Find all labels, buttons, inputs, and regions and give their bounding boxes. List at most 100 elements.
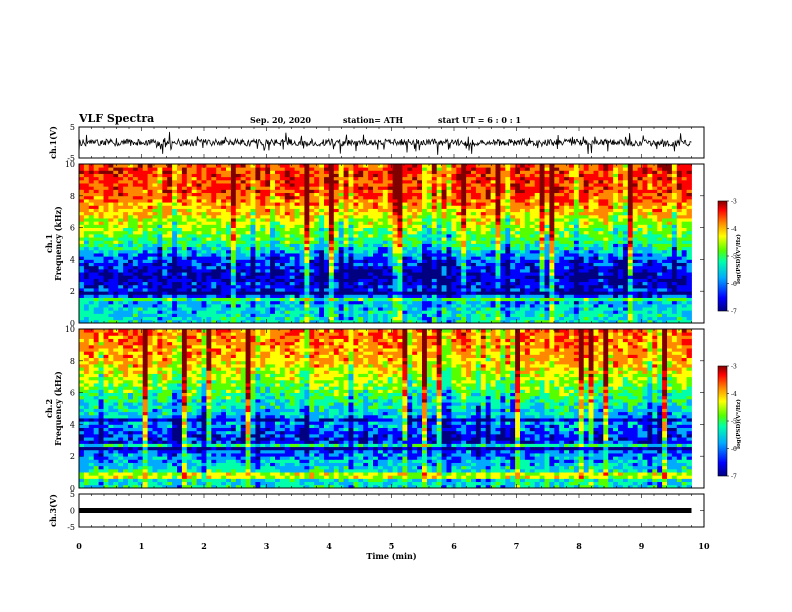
- heatmap-cell: [598, 307, 604, 311]
- heatmap-cell: [480, 221, 487, 225]
- heatmap-cell: [622, 205, 629, 209]
- heatmap-cell: [392, 272, 398, 276]
- heatmap-cell: [284, 202, 291, 206]
- heatmap-cell: [240, 227, 246, 232]
- heatmap-cell: [608, 303, 614, 308]
- heatmap-cell: [211, 230, 217, 235]
- heatmap-cell: [226, 214, 232, 219]
- heatmap-cell: [319, 198, 325, 203]
- heatmap-cell: [480, 319, 487, 324]
- heatmap-cell: [103, 265, 109, 270]
- heatmap-cell: [132, 294, 139, 298]
- heatmap-cell: [294, 313, 300, 318]
- heatmap-cell: [422, 307, 428, 311]
- heatmap-cell: [422, 297, 428, 302]
- heatmap-cell: [676, 246, 683, 251]
- heatmap-cell: [284, 227, 291, 232]
- heatmap-cell: [529, 218, 536, 222]
- heatmap-cell: [377, 294, 384, 298]
- heatmap-cell: [123, 202, 129, 206]
- heatmap-cell: [686, 214, 692, 219]
- heatmap-cell: [583, 265, 589, 270]
- heatmap-cell: [466, 214, 472, 219]
- heatmap-cell: [559, 230, 565, 235]
- heatmap-cell: [328, 230, 335, 235]
- heatmap-cell: [137, 288, 144, 292]
- heatmap-cell: [255, 288, 261, 292]
- heatmap-cell: [368, 316, 374, 321]
- heatmap-cell: [618, 319, 624, 324]
- heatmap-cell: [123, 262, 129, 267]
- heatmap-cell: [324, 294, 330, 298]
- heatmap-cell: [113, 313, 119, 318]
- heatmap-cell: [569, 291, 575, 295]
- heatmap-cell: [613, 211, 619, 216]
- heatmap-cell: [451, 208, 457, 213]
- heatmap-cell: [191, 272, 197, 276]
- heatmap-cell: [123, 281, 129, 286]
- heatmap-cell: [284, 253, 291, 257]
- heatmap-cell: [245, 281, 251, 286]
- heatmap-cell: [603, 319, 609, 324]
- heatmap-cell: [83, 275, 90, 279]
- heatmap-cell: [358, 195, 364, 200]
- heatmap-cell: [554, 233, 560, 238]
- heatmap-cell: [338, 256, 344, 260]
- heatmap-cell: [333, 319, 340, 324]
- heatmap-cell: [108, 310, 114, 314]
- heatmap-cell: [235, 256, 242, 260]
- heatmap-cell: [578, 246, 585, 251]
- heatmap-cell: [294, 243, 300, 248]
- heatmap-cell: [275, 272, 281, 276]
- heatmap-cell: [201, 243, 207, 248]
- heatmap-cell: [652, 288, 658, 292]
- heatmap-cell: [338, 313, 344, 318]
- heatmap-cell: [456, 259, 462, 263]
- heatmap-cell: [191, 303, 197, 308]
- heatmap-cell: [632, 240, 638, 244]
- heatmap-cell: [137, 195, 144, 200]
- heatmap-cell: [132, 233, 139, 238]
- heatmap-cell: [270, 281, 276, 286]
- heatmap-cell: [422, 262, 428, 267]
- heatmap-cell: [397, 224, 403, 228]
- heatmap-cell: [328, 268, 335, 273]
- heatmap-cell: [534, 294, 540, 298]
- heatmap-cell: [172, 294, 178, 298]
- heatmap-cell: [172, 272, 178, 276]
- heatmap-cell: [490, 310, 496, 314]
- heatmap-cell: [544, 237, 550, 241]
- heatmap-cell: [79, 240, 85, 244]
- heatmap-cell: [137, 240, 144, 244]
- heatmap-cell: [216, 195, 222, 200]
- heatmap-cell: [368, 237, 374, 241]
- heatmap-cell: [647, 230, 653, 235]
- heatmap-cell: [93, 202, 99, 206]
- heatmap-cell: [132, 288, 139, 292]
- heatmap-cell: [554, 297, 560, 302]
- heatmap-cell: [392, 208, 398, 213]
- heatmap-cell: [564, 313, 570, 318]
- heatmap-cell: [93, 291, 99, 295]
- heatmap-cell: [260, 243, 266, 248]
- heatmap-cell: [98, 205, 104, 209]
- heatmap-cell: [201, 262, 207, 267]
- heatmap-cell: [417, 202, 423, 206]
- heatmap-cell: [387, 259, 393, 263]
- heatmap-cell: [353, 303, 359, 308]
- heatmap-cell: [319, 224, 325, 228]
- heatmap-cell: [632, 313, 638, 318]
- heatmap-cell: [397, 256, 403, 260]
- heatmap-cell: [279, 211, 286, 216]
- heatmap-cell: [671, 221, 678, 225]
- heatmap-cell: [412, 300, 418, 305]
- heatmap-cell: [279, 195, 286, 200]
- heatmap-cell: [412, 310, 418, 314]
- heatmap-cell: [652, 316, 658, 321]
- heatmap-cell: [671, 288, 678, 292]
- heatmap-cell: [373, 300, 379, 305]
- heatmap-cell: [284, 214, 291, 219]
- heatmap-cell: [436, 313, 442, 318]
- heatmap-cell: [196, 281, 202, 286]
- heatmap-cell: [593, 259, 599, 263]
